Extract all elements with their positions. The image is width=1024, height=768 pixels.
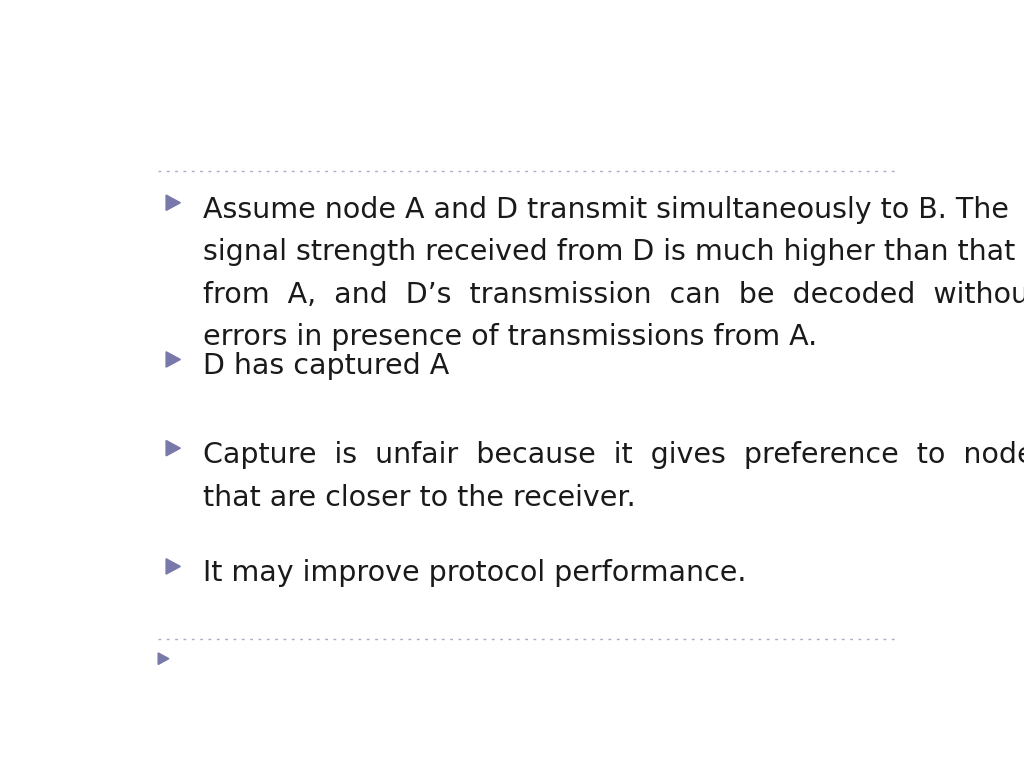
Polygon shape xyxy=(166,559,180,574)
Polygon shape xyxy=(166,441,180,456)
Text: that are closer to the receiver.: that are closer to the receiver. xyxy=(204,484,636,511)
Text: It may improve protocol performance.: It may improve protocol performance. xyxy=(204,559,746,588)
Text: Assume node A and D transmit simultaneously to B. The: Assume node A and D transmit simultaneou… xyxy=(204,196,1010,223)
Text: from  A,  and  D’s  transmission  can  be  decoded  without: from A, and D’s transmission can be deco… xyxy=(204,281,1024,309)
Text: D has captured A: D has captured A xyxy=(204,353,450,380)
Text: errors in presence of transmissions from A.: errors in presence of transmissions from… xyxy=(204,323,817,352)
Polygon shape xyxy=(158,653,169,664)
Text: Capture  is  unfair  because  it  gives  preference  to  nodes: Capture is unfair because it gives prefe… xyxy=(204,441,1024,469)
Text: signal strength received from D is much higher than that: signal strength received from D is much … xyxy=(204,238,1016,266)
Polygon shape xyxy=(166,195,180,210)
Polygon shape xyxy=(166,352,180,367)
